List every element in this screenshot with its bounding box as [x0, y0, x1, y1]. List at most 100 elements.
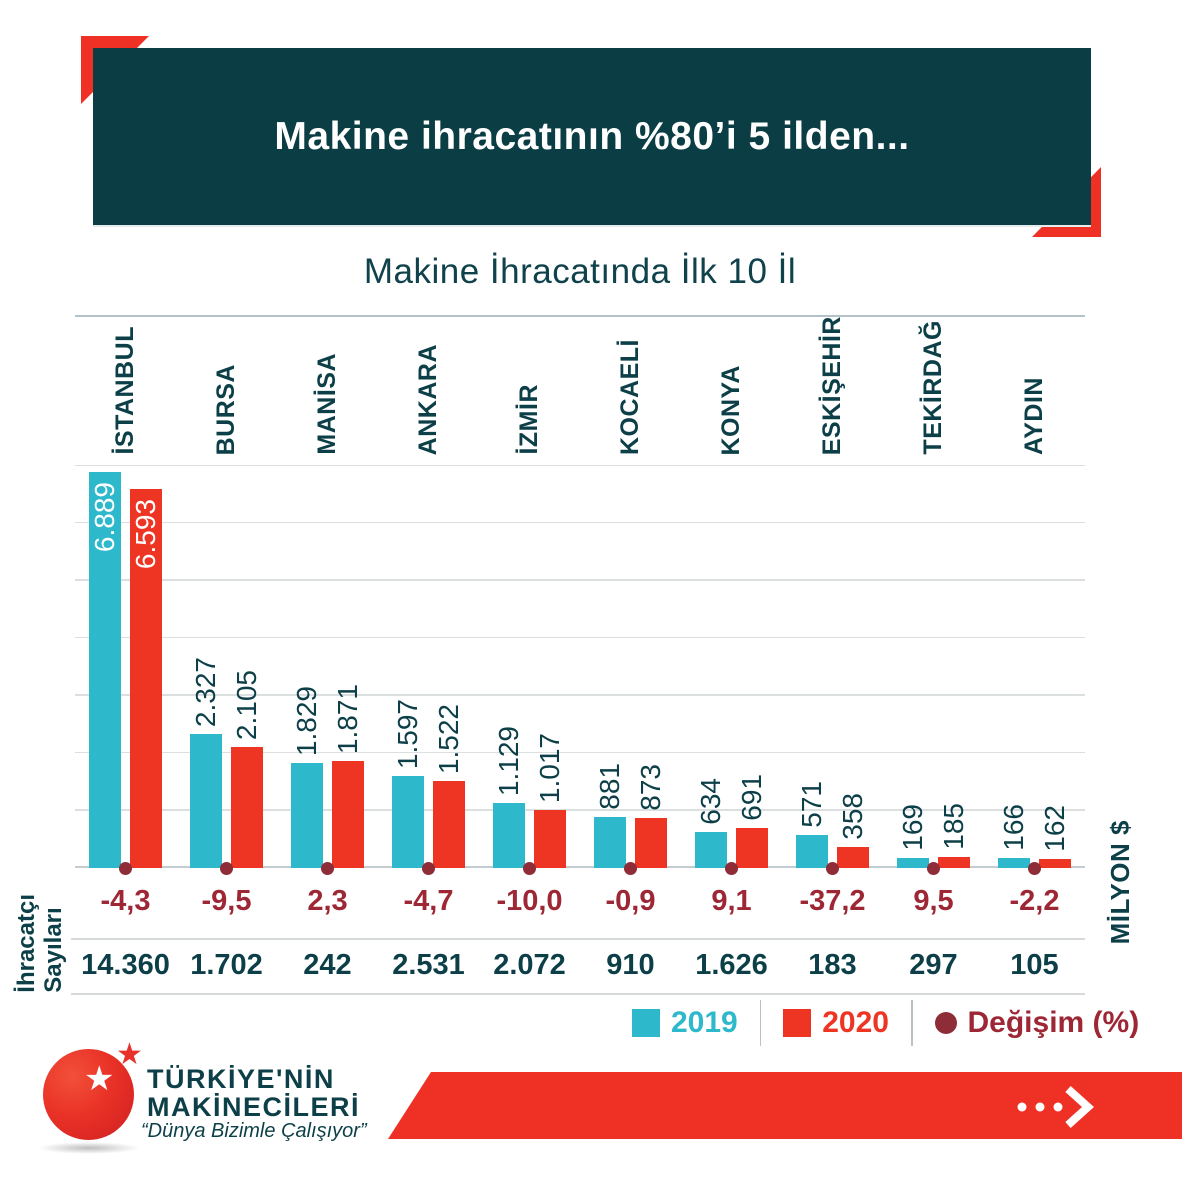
- exporter-count: 183: [808, 949, 857, 981]
- bar-value-label: 358: [836, 793, 868, 840]
- bar-group: İZMİR 1.129 1.017: [479, 315, 580, 875]
- bar-2020: [534, 810, 566, 868]
- exporter-count-row: 14.360 1.702 242 2.531 2.072 910 1.626 183 297 10…: [75, 946, 1085, 984]
- legend-label-change: Değişim (%): [967, 1006, 1140, 1039]
- city-label-wrap: ANKARA: [378, 344, 479, 455]
- chart-top-border: [75, 315, 1085, 317]
- legend-label-2019: 2019: [671, 1006, 738, 1039]
- gridline: [75, 521, 1085, 524]
- bar-value-wrap: 358: [837, 793, 869, 840]
- bottom-banner: [388, 1072, 1182, 1139]
- change-value: 9,5: [913, 885, 954, 917]
- bar-value-label: 2.105: [230, 669, 262, 740]
- change-value: -10,0: [496, 885, 563, 917]
- legend-divider: [911, 1000, 913, 1046]
- city-label-wrap: TEKİRDAĞ: [883, 320, 984, 455]
- city-label: ANKARA: [413, 343, 442, 455]
- bar-value-wrap: 6.593: [130, 499, 162, 569]
- bar-value-label: 1.829: [290, 685, 322, 756]
- bar-value-label: 6.593: [129, 499, 161, 570]
- city-label: MANİSA: [312, 353, 341, 455]
- city-label-wrap: AYDIN: [984, 377, 1085, 455]
- star-icon: ★: [84, 1060, 115, 1098]
- bar-group: TEKİRDAĞ 169 185: [883, 315, 984, 875]
- city-label: TEKİRDAĞ: [918, 320, 947, 455]
- change-dot: [826, 862, 839, 875]
- change-percent-row: -4,3 -9,5 2,3 -4,7 -10,0 -0,9 9,1 -37,2 9,5 -2,2: [75, 882, 1085, 920]
- bar-value-label: 162: [1038, 805, 1070, 852]
- bar-2020: [837, 847, 869, 868]
- change-value: 2,3: [307, 885, 348, 917]
- exporter-count: 242: [303, 949, 352, 981]
- city-label-wrap: İZMİR: [479, 384, 580, 455]
- bar-value-label: 1.871: [331, 683, 363, 754]
- bar-value-label: 1.017: [533, 732, 565, 803]
- city-label-wrap: KONYA: [681, 365, 782, 456]
- bar-2019: [796, 835, 828, 868]
- bar-2019: [493, 803, 525, 868]
- bar-2019: [190, 734, 222, 868]
- bar-2019: [897, 858, 929, 868]
- legend-change-dot-icon: [934, 1012, 957, 1034]
- bar-value-label: 185: [937, 803, 969, 850]
- x-axis-baseline: [75, 866, 1085, 868]
- exporter-count: 2.531: [392, 949, 465, 981]
- page-title: Makine ihracatının %80’i 5 ilden...: [274, 114, 910, 158]
- bar-2019: [291, 763, 323, 868]
- bar-value-label: 881: [593, 763, 625, 810]
- change-dot: [119, 862, 132, 875]
- change-value: -4,7: [403, 885, 454, 917]
- exporter-count: 14.360: [81, 949, 170, 981]
- bar-value-wrap: 1.129: [493, 726, 525, 796]
- bar-2020: [1039, 859, 1071, 868]
- bar-value-label: 634: [694, 778, 726, 825]
- change-value: -0,9: [605, 885, 656, 917]
- bar-group: İSTANBUL 6.889 6.593: [75, 315, 176, 875]
- gridline: [75, 751, 1085, 754]
- logo-globe: [43, 1049, 134, 1140]
- header-banner: Makine ihracatının %80’i 5 ilden...: [93, 48, 1091, 225]
- bar-2020: [938, 857, 970, 868]
- exporter-counts-axis-label: İhracatçı Sayıları: [13, 894, 67, 993]
- change-dot: [523, 862, 536, 875]
- city-label: KONYA: [716, 364, 745, 456]
- exporter-count: 2.072: [493, 949, 566, 981]
- exporter-count: 1.626: [695, 949, 768, 981]
- city-label-wrap: BURSA: [176, 364, 277, 455]
- star-icon: ★: [116, 1038, 143, 1071]
- bar-value-label: 873: [634, 764, 666, 811]
- legend-swatch-2019: [632, 1009, 660, 1037]
- bar-2020: [231, 747, 263, 868]
- bar-value-wrap: 169: [897, 804, 929, 851]
- bar-chart: İSTANBUL 6.889 6.593 BURSA 2.327 2.105 MANİSA 1…: [75, 315, 1085, 875]
- bar-value-wrap: 1.829: [291, 686, 323, 756]
- legend: 2019 2020 Değişim (%): [632, 1000, 1139, 1046]
- legend-swatch-2020: [783, 1009, 812, 1037]
- bar-value-wrap: 873: [635, 764, 667, 811]
- bar-group: BURSA 2.327 2.105: [176, 315, 277, 875]
- bar-value-label: 1.597: [391, 698, 423, 769]
- bar-value-label: 166: [997, 804, 1029, 851]
- exporter-count: 297: [909, 949, 958, 981]
- gridline: [75, 636, 1085, 639]
- bar-value-wrap: 166: [998, 804, 1030, 851]
- bar-value-label: 691: [735, 774, 767, 821]
- bar-value-wrap: 162: [1039, 805, 1071, 852]
- bar-value-wrap: 1.017: [534, 733, 566, 803]
- bar-value-label: 169: [896, 804, 928, 851]
- next-arrow-icon[interactable]: [1014, 1086, 1096, 1128]
- gridline: [75, 464, 1085, 466]
- bar-value-label: 571: [795, 781, 827, 828]
- table-divider: [71, 938, 1085, 940]
- bar-value-wrap: 881: [594, 763, 626, 810]
- bar-group: ESKİŞEHİR 571 358: [782, 315, 883, 875]
- exporter-count: 105: [1010, 949, 1059, 981]
- bar-value-wrap: 1.597: [392, 699, 424, 769]
- logo-wordmark-line1: TÜRKİYE'NİN: [147, 1064, 335, 1094]
- city-label: KOCAELİ: [615, 339, 644, 455]
- bar-2020: [635, 818, 667, 868]
- exporter-count: 1.702: [190, 949, 263, 981]
- bar-value-wrap: 634: [695, 778, 727, 825]
- change-dot: [1028, 862, 1041, 875]
